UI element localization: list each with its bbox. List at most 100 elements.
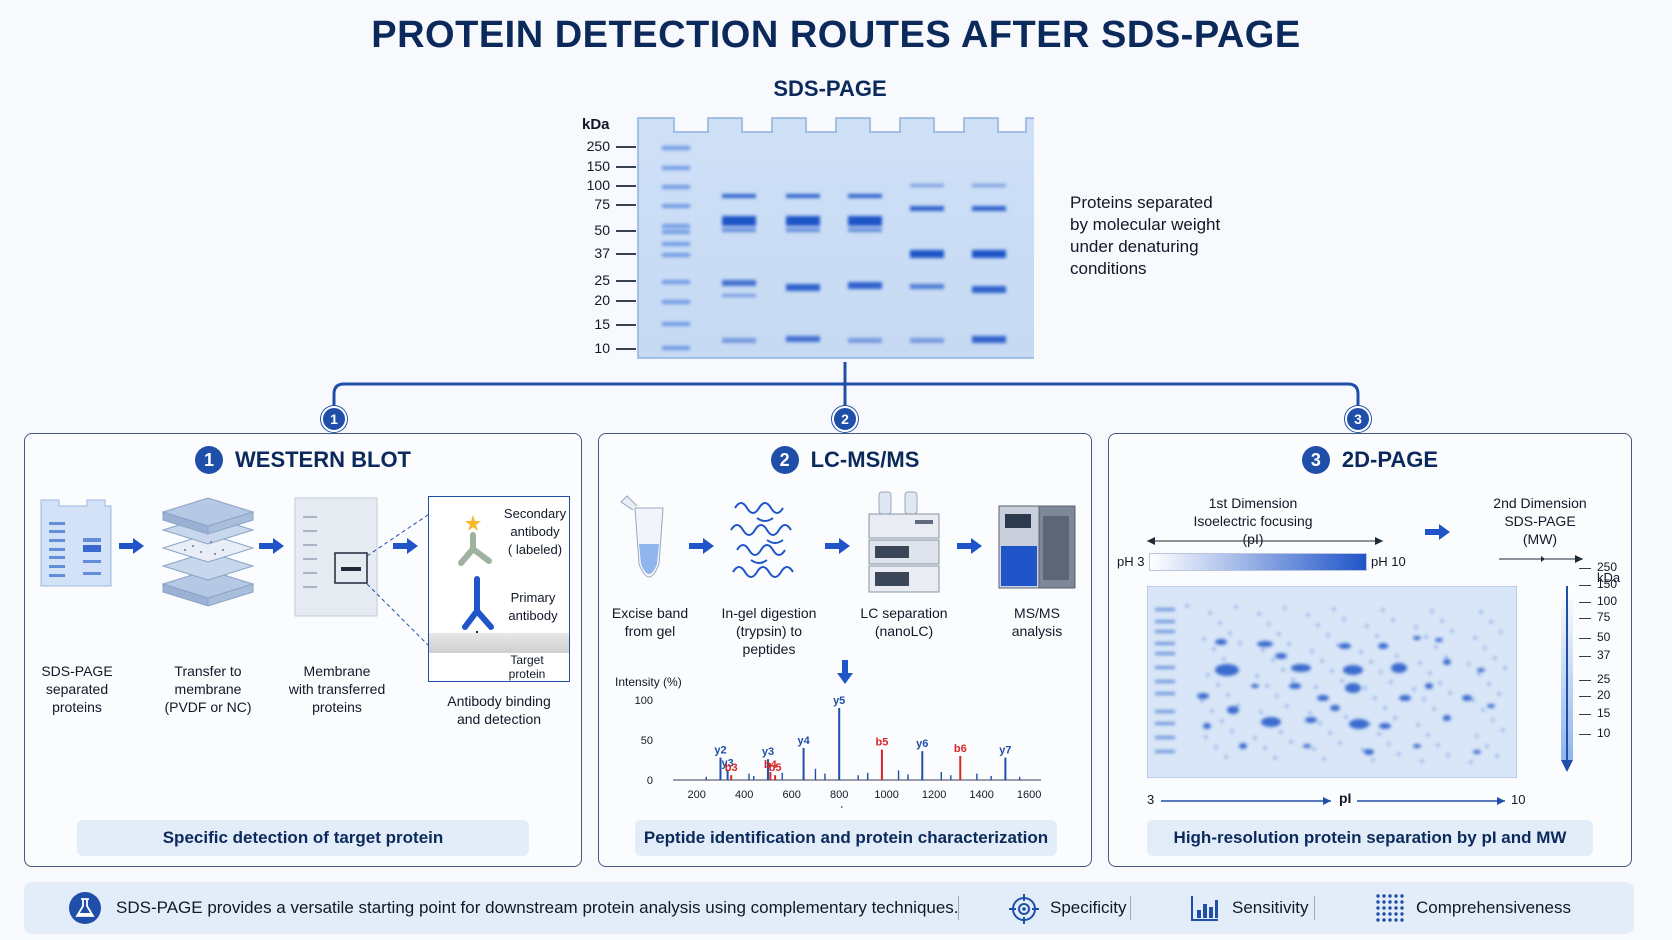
kda-marker-label: 37: [594, 245, 610, 261]
minor-spot: [1326, 633, 1330, 637]
minor-spot: [1385, 644, 1389, 648]
ph-high-label: pH 10: [1371, 554, 1406, 569]
twod-ladder-band: [1155, 666, 1175, 669]
caption-line: (nanoLC): [874, 623, 934, 639]
x-tick-label: 1600: [1017, 789, 1041, 801]
caption-line: Antibody binding: [447, 693, 551, 709]
minor-spot: [1426, 733, 1430, 737]
protein-spot: [1215, 639, 1227, 645]
sample-band: [848, 216, 882, 226]
protein-spot: [1435, 638, 1443, 642]
sample-band: [786, 336, 820, 342]
minor-spot: [1448, 691, 1452, 695]
target-protein-label: Target protein: [495, 653, 559, 681]
minor-spot: [1446, 753, 1450, 757]
minor-spot: [1238, 641, 1242, 645]
minor-spot: [1477, 672, 1481, 676]
x-tick-label: 800: [830, 789, 848, 801]
minor-spot: [1344, 715, 1348, 719]
sample-band: [786, 216, 820, 226]
protein-spot: [1227, 706, 1239, 714]
grid-dot: [1394, 906, 1398, 910]
sample-band: [848, 282, 882, 289]
minor-spot: [1222, 657, 1226, 661]
minor-spot: [1440, 619, 1444, 623]
twod-kda-marker-label: 150: [1597, 577, 1618, 591]
minor-spot: [1232, 667, 1236, 671]
twod-ladder-band: [1155, 642, 1175, 645]
lcms-summary: Peptide identification and protein chara…: [635, 820, 1057, 856]
minor-spot: [1212, 647, 1216, 651]
minor-spot: [1397, 752, 1401, 756]
kda-tick: [616, 166, 636, 168]
minor-spot: [1218, 621, 1222, 625]
kda-marker-label: 25: [594, 272, 610, 288]
protein-spot: [1239, 743, 1247, 749]
peak-label: b5: [769, 762, 782, 774]
sds-page-gel: [637, 117, 1034, 359]
kda-tick: [616, 253, 636, 255]
grid-dot: [1400, 900, 1404, 904]
minor-spot: [1210, 709, 1214, 713]
kda-tick: [616, 146, 636, 148]
caption-line: membrane: [174, 681, 242, 697]
twod-kda-tick: [1579, 568, 1591, 569]
dim1-line: (pI): [1242, 531, 1264, 547]
minor-spot: [1383, 706, 1387, 710]
grid-dot: [1376, 906, 1380, 910]
caption-line: analysis: [1011, 623, 1063, 639]
twod-kda-tick: [1579, 618, 1591, 619]
minor-spot: [1336, 643, 1340, 647]
minor-spot: [1269, 720, 1273, 724]
grid-dot: [1376, 900, 1380, 904]
twod-ladder-band: [1155, 710, 1175, 713]
minor-spot: [1306, 613, 1310, 617]
twod-ladder-band: [1155, 722, 1175, 725]
protein-spot: [1197, 693, 1209, 699]
ladder-band: [662, 300, 690, 304]
sample-band: [972, 184, 1006, 187]
sample-band: [910, 338, 944, 343]
sample-band: [722, 194, 756, 198]
grid-dot: [1400, 894, 1404, 898]
caption-line: MS/MS: [1014, 605, 1060, 621]
minor-spot: [1493, 656, 1497, 660]
caption-line: LC separation: [860, 605, 948, 621]
minor-spot: [1395, 654, 1399, 658]
arrow-right-icon: [825, 538, 850, 554]
minor-spot: [1450, 629, 1454, 633]
y-tick-label: 100: [635, 695, 653, 707]
caption-line: peptides: [742, 641, 796, 657]
dim1-line: Isoelectric focusing: [1193, 513, 1313, 529]
minor-spot: [1271, 658, 1275, 662]
western-number-badge: 1: [195, 446, 223, 474]
twod-kda-header: kDa: [1597, 570, 1621, 585]
ladder-band: [662, 185, 690, 189]
peak-label: y6: [916, 738, 928, 750]
twod-kda-tick: [1579, 585, 1591, 586]
arrow-right-icon: [393, 538, 418, 554]
target-icon: [1009, 894, 1039, 924]
minor-spot: [1320, 659, 1324, 663]
minor-spot: [1479, 610, 1483, 614]
sample-band: [722, 338, 756, 343]
minor-spot: [1436, 743, 1440, 747]
peak-label: y4: [797, 735, 810, 747]
western-blot-panel: 1 WESTERN BLOT: [24, 433, 582, 867]
membrane-icon: [294, 497, 378, 617]
protein-spot: [1275, 653, 1287, 659]
kda-marker-label: 100: [586, 177, 610, 193]
secondary-label-line: ( labeled): [507, 542, 563, 557]
minor-spot: [1206, 673, 1210, 677]
twod-kda-tick: [1579, 602, 1591, 603]
minor-spot: [1273, 756, 1277, 760]
minor-spot: [1469, 760, 1473, 764]
protein-spot: [1477, 668, 1485, 672]
minor-spot: [1414, 625, 1418, 629]
minor-spot: [1259, 710, 1263, 714]
minor-spot: [1263, 746, 1267, 750]
x-tick-label: 1000: [874, 789, 898, 801]
sample-band: [722, 228, 756, 232]
minor-spot: [1277, 632, 1281, 636]
minor-spot: [1371, 758, 1375, 762]
